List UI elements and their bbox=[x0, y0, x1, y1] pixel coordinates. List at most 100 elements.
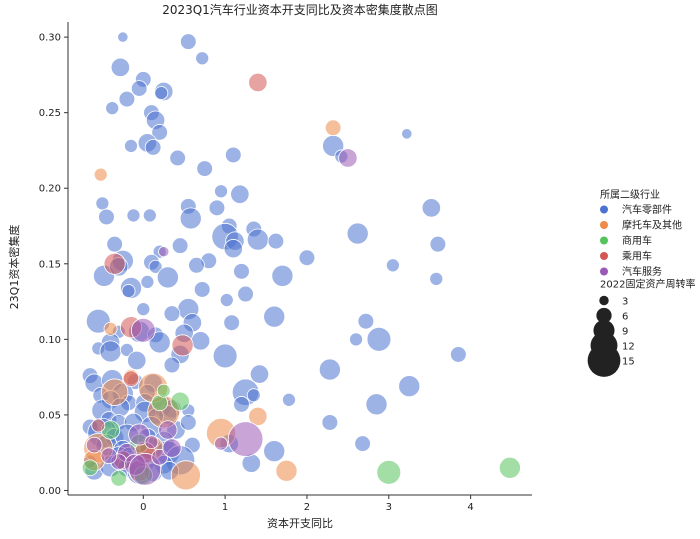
data-point bbox=[193, 281, 211, 298]
data-point bbox=[93, 167, 108, 182]
legend-marker bbox=[600, 221, 608, 229]
data-point bbox=[233, 396, 250, 413]
data-point bbox=[450, 346, 467, 363]
data-point bbox=[263, 440, 286, 463]
data-point bbox=[98, 208, 115, 226]
x-tick-label: 1 bbox=[222, 502, 228, 513]
legend-label: 摩托车及其他 bbox=[622, 219, 682, 232]
y-tick-label: 0.00 bbox=[39, 486, 61, 497]
legend-size-label: 6 bbox=[622, 312, 628, 323]
data-point bbox=[130, 80, 148, 97]
data-point bbox=[100, 378, 129, 406]
legend-hue-title: 所属二级行业 bbox=[600, 188, 660, 201]
data-point bbox=[248, 72, 268, 93]
data-point bbox=[338, 148, 358, 168]
data-point bbox=[208, 199, 226, 217]
data-point bbox=[163, 356, 181, 374]
legend-label: 汽车服务 bbox=[622, 265, 662, 278]
data-point bbox=[190, 331, 211, 351]
y-tick-label: 0.30 bbox=[39, 33, 61, 44]
data-point bbox=[144, 139, 162, 156]
data-point bbox=[365, 393, 388, 416]
data-point bbox=[357, 312, 375, 330]
legend-marker bbox=[600, 252, 608, 260]
data-point bbox=[130, 317, 156, 343]
x-axis-label: 资本开支同比 bbox=[267, 516, 333, 530]
data-point bbox=[95, 196, 110, 211]
data-point bbox=[151, 448, 168, 466]
data-point bbox=[148, 259, 163, 274]
data-point bbox=[127, 350, 147, 371]
data-point bbox=[230, 184, 250, 204]
data-point bbox=[140, 274, 155, 289]
data-point bbox=[148, 331, 171, 354]
data-point bbox=[195, 51, 210, 66]
data-point bbox=[263, 305, 286, 328]
data-point bbox=[91, 418, 106, 433]
data-point bbox=[103, 252, 126, 275]
series-0 bbox=[81, 31, 467, 485]
data-point bbox=[249, 364, 270, 384]
legend-size-label: 9 bbox=[622, 327, 628, 338]
chart-title: 2023Q1汽车行业资本开支同比及资本密集度散点图 bbox=[162, 2, 438, 17]
data-point bbox=[212, 343, 238, 369]
y-axis-label: 23Q1资本密集度 bbox=[7, 225, 21, 310]
legend-size-marker bbox=[587, 344, 621, 377]
data-point bbox=[100, 447, 118, 465]
y-tick-label: 0.15 bbox=[39, 259, 61, 270]
data-point bbox=[275, 459, 298, 482]
data-point bbox=[85, 436, 103, 454]
data-point bbox=[158, 246, 170, 258]
data-point bbox=[214, 436, 228, 451]
y-tick-label: 0.10 bbox=[39, 335, 61, 346]
data-point bbox=[267, 232, 285, 250]
data-point bbox=[106, 235, 123, 253]
data-point bbox=[401, 128, 413, 140]
data-point bbox=[170, 460, 201, 491]
data-point bbox=[171, 237, 189, 254]
series-4 bbox=[85, 148, 358, 486]
data-point bbox=[271, 264, 294, 287]
series-2 bbox=[81, 383, 521, 487]
data-point bbox=[136, 302, 151, 317]
data-point bbox=[156, 383, 171, 398]
data-point bbox=[225, 146, 242, 164]
legend-size-marker bbox=[599, 295, 609, 306]
data-point bbox=[170, 391, 190, 411]
data-point bbox=[321, 414, 339, 431]
y-tick-label: 0.05 bbox=[39, 410, 61, 421]
data-point bbox=[105, 101, 120, 116]
data-point bbox=[398, 375, 421, 398]
data-point bbox=[429, 235, 447, 253]
data-point bbox=[366, 326, 392, 352]
data-point bbox=[196, 160, 213, 177]
data-point bbox=[227, 421, 264, 457]
legend-size-label: 15 bbox=[622, 357, 635, 368]
data-point bbox=[237, 285, 254, 303]
data-point bbox=[121, 284, 136, 298]
data-point bbox=[179, 207, 202, 230]
data-point bbox=[126, 208, 141, 223]
x-tick-label: 4 bbox=[467, 502, 473, 513]
x-tick-label: 3 bbox=[386, 502, 392, 513]
data-point bbox=[163, 305, 181, 322]
y-tick-label: 0.20 bbox=[39, 184, 61, 195]
x-tick-label: 2 bbox=[304, 502, 310, 513]
data-point bbox=[223, 314, 240, 332]
data-point bbox=[282, 392, 296, 407]
data-point bbox=[233, 263, 250, 280]
data-point bbox=[188, 257, 205, 274]
data-point bbox=[154, 86, 169, 100]
legend-marker bbox=[600, 236, 608, 245]
data-point bbox=[169, 149, 186, 167]
data-point bbox=[376, 459, 402, 485]
data-point bbox=[81, 459, 99, 477]
plot-area: 0 1 2 3 4 0.00 0.05 0.10 0.15 0.20 0.25 0.30 bbox=[39, 22, 532, 513]
x-tick-label: 0 bbox=[140, 502, 146, 513]
data-point bbox=[298, 249, 316, 267]
legend-label: 商用车 bbox=[622, 234, 652, 247]
data-point bbox=[99, 340, 122, 363]
data-point bbox=[142, 208, 157, 223]
data-point bbox=[110, 57, 131, 77]
data-point bbox=[429, 271, 444, 286]
